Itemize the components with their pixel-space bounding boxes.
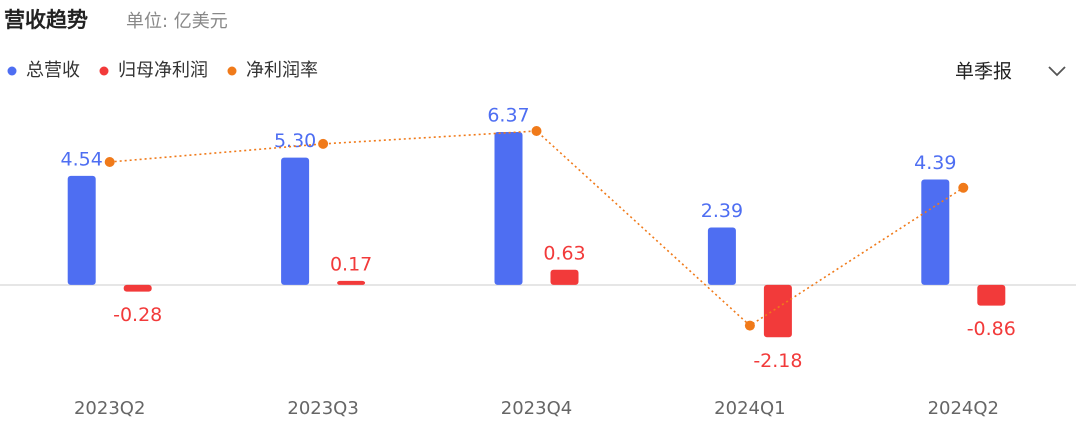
- bar: [707, 227, 736, 285]
- dropdown-chevron[interactable]: [1048, 66, 1066, 77]
- bar: [921, 179, 950, 285]
- bar: [67, 175, 96, 285]
- data-label: 0.17: [330, 253, 372, 275]
- period-label[interactable]: 单季报: [955, 61, 1012, 83]
- legend-label: 净利润率: [246, 60, 318, 81]
- data-label: 2.39: [701, 200, 743, 222]
- bar: [977, 284, 1006, 306]
- bar: [281, 157, 310, 285]
- bar: [763, 284, 792, 338]
- data-label: 0.63: [543, 242, 585, 264]
- line-point: [531, 125, 542, 136]
- x-tick-label: 2024Q2: [928, 398, 999, 419]
- data-label: -2.18: [753, 350, 802, 372]
- bar: [550, 269, 579, 285]
- x-tick-label: 2023Q4: [501, 398, 572, 419]
- chart-title: 营收趋势: [4, 8, 88, 32]
- data-label: -0.86: [967, 318, 1016, 340]
- chart-subtitle: 单位: 亿美元: [126, 11, 228, 32]
- line: [109, 130, 964, 327]
- x-tick-label: 2023Q3: [287, 398, 358, 419]
- legend-label: 归母净利润: [118, 60, 208, 81]
- data-label: 5.30: [274, 130, 316, 152]
- x-tick-label: 2023Q2: [74, 398, 145, 419]
- bar: [123, 284, 152, 292]
- data-label: -0.28: [113, 304, 162, 326]
- line-point: [958, 182, 969, 193]
- bar: [337, 280, 366, 285]
- data-label: 4.39: [914, 152, 956, 174]
- period-dropdown[interactable]: 单季报: [955, 61, 1066, 83]
- legend-marker: [99, 66, 109, 76]
- legend-label: 总营收: [26, 60, 80, 81]
- legend-marker: [227, 66, 237, 76]
- data-label: 6.37: [487, 104, 529, 126]
- data-label: 4.54: [61, 148, 103, 170]
- bar: [494, 131, 523, 285]
- legend-marker: [7, 66, 17, 76]
- line-point: [318, 138, 329, 149]
- x-tick-label: 2024Q1: [714, 398, 785, 419]
- line-point: [104, 156, 115, 167]
- line-point: [744, 320, 755, 331]
